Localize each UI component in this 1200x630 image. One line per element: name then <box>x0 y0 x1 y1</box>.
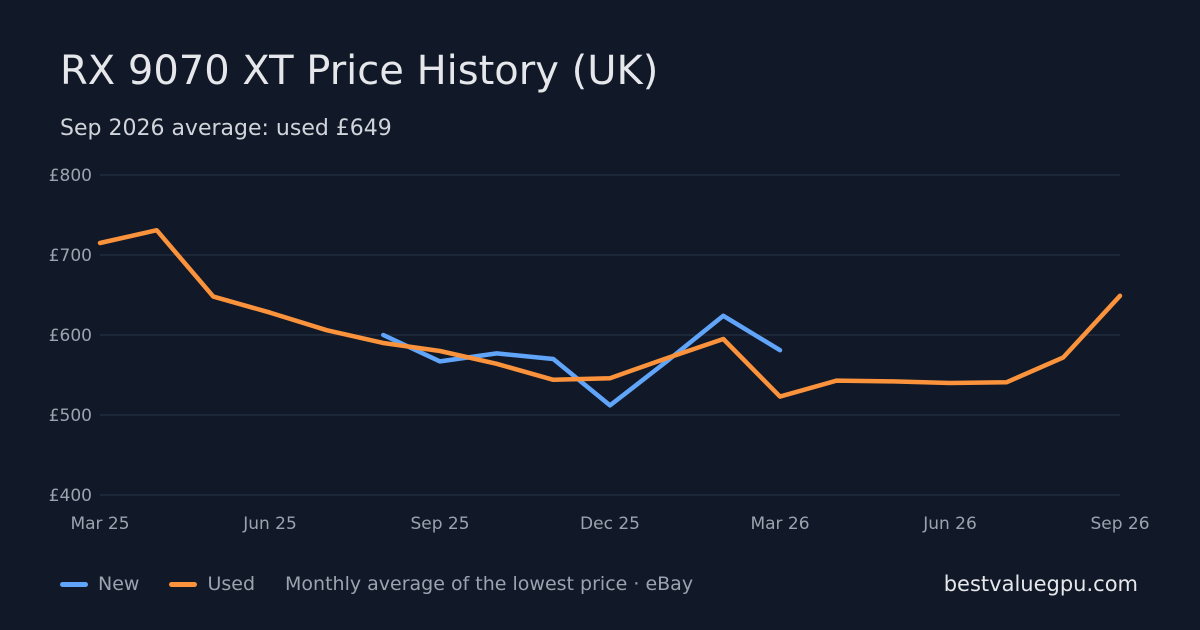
legend: New Used Monthly average of the lowest p… <box>60 573 693 595</box>
y-tick-label: £400 <box>49 486 92 506</box>
legend-label-new: New <box>98 573 140 595</box>
legend-swatch-new <box>60 581 88 587</box>
x-tick-label: Mar 25 <box>70 514 129 534</box>
y-tick-label: £800 <box>49 166 92 186</box>
legend-item-used[interactable]: Used <box>169 573 255 595</box>
x-tick-label: Mar 26 <box>750 514 809 534</box>
legend-label-used: Used <box>207 573 256 595</box>
source-note: Monthly average of the lowest price · eB… <box>285 573 694 595</box>
y-tick-label: £600 <box>49 326 92 346</box>
legend-swatch-used <box>169 581 198 587</box>
site-link[interactable]: bestvaluegpu.com <box>943 572 1138 596</box>
x-axis-ticks: Mar 25 Jun 25 Sep 25 Dec 25 Mar 26 Jun 26 Sep … <box>70 514 1149 534</box>
x-tick-label: Sep 26 <box>1090 514 1149 534</box>
series-lines <box>97 227 1123 408</box>
chart-subtitle: Sep 2026 average: used £649 <box>60 116 392 141</box>
series-line-used[interactable] <box>97 227 1123 399</box>
x-tick-label: Sep 25 <box>410 514 469 534</box>
x-tick-label: Jun 26 <box>922 514 977 534</box>
x-tick-label: Jun 25 <box>242 514 297 534</box>
y-tick-label: £500 <box>49 406 92 426</box>
y-axis-ticks: £800 £700 £600 £500 £400 <box>49 166 92 506</box>
chart-title: RX 9070 XT Price History (UK) <box>60 48 659 94</box>
series-line-new[interactable] <box>381 313 783 408</box>
y-tick-label: £700 <box>49 246 92 266</box>
x-tick-label: Dec 25 <box>580 514 640 534</box>
grid-lines <box>100 174 1120 496</box>
legend-item-new[interactable]: New <box>60 573 139 595</box>
